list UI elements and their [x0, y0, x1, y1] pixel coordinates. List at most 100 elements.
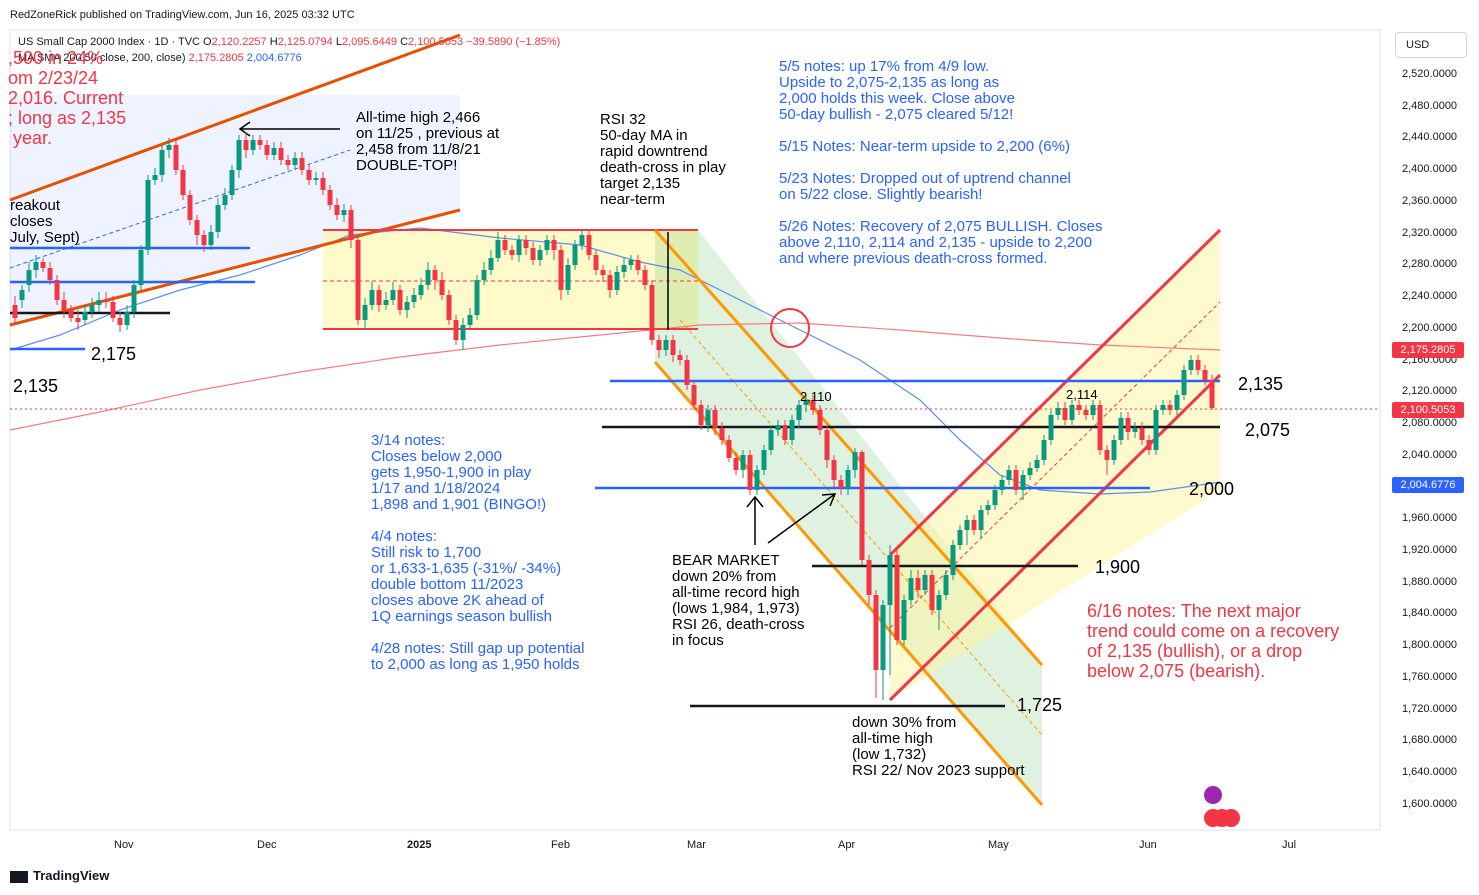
candle-body: [460, 325, 466, 340]
candle-body: [845, 470, 851, 488]
candle-body: [817, 410, 823, 430]
candle-body: [75, 318, 81, 322]
annotation-bear-market: BEAR MARKET down 20% from all-time recor…: [672, 552, 805, 649]
tradingview-logo-icon: [10, 870, 28, 883]
bear-arrow-1-head: [746, 495, 764, 508]
range-box-fill: [323, 230, 698, 329]
x-tick-label: 2025: [407, 839, 432, 851]
candle-body: [271, 148, 277, 155]
y-tick-label: 1,960.0000: [1402, 512, 1458, 525]
candle-body: [922, 575, 928, 590]
tradingview-logo[interactable]: TradingView: [10, 868, 109, 883]
candle-body: [397, 290, 403, 310]
annotation-4-28: 4/28 notes: Still gap up potential to 2,…: [371, 640, 585, 673]
candle-body: [1027, 468, 1033, 475]
candle-body: [544, 240, 550, 250]
y-tick-label: 2,200.0000: [1402, 321, 1458, 334]
annotation-5-23: 5/23 Notes: Dropped out of uptrend chann…: [779, 170, 1071, 203]
last-price-label: 2,100.5053: [1392, 402, 1464, 418]
candle-body: [117, 318, 123, 325]
candle-body: [495, 240, 501, 258]
candle-body: [355, 240, 361, 320]
candle-body: [152, 175, 158, 180]
up-channel-mid: [889, 301, 1221, 629]
candle-body: [719, 428, 725, 440]
candle-body: [61, 300, 67, 310]
candle-body: [565, 265, 571, 290]
y-tick-label: 2,480.0000: [1402, 99, 1458, 112]
candle-body: [1076, 405, 1082, 410]
change-value: −39.5890 (−1.85%): [466, 36, 561, 48]
candle-body: [327, 190, 333, 205]
candle-body: [187, 195, 193, 220]
uptrend-channel-fill: [10, 95, 460, 325]
candle-body: [1188, 360, 1194, 370]
channel-top-orange: [9, 33, 461, 202]
level-label-1725: 1,725: [1017, 695, 1063, 715]
candle-body: [1160, 405, 1166, 410]
annotation-breakout: reakout closes July, Sept): [10, 197, 80, 246]
candle-body: [40, 262, 46, 268]
candle-body: [586, 235, 592, 255]
candle-body: [915, 578, 921, 590]
candle-body: [670, 340, 676, 355]
y-tick-label: 2,240.0000: [1402, 290, 1458, 303]
candle-body: [656, 340, 662, 350]
y-tick-label: 2,040.0000: [1402, 448, 1458, 461]
candle-body: [516, 240, 522, 255]
level-label-2135-right: 2,135: [1238, 374, 1284, 394]
y-tick-label: 2,080.0000: [1402, 417, 1458, 430]
candle-body: [985, 505, 991, 510]
candle-body: [481, 270, 487, 280]
candle-body: [1153, 410, 1159, 450]
candle-body: [19, 290, 25, 300]
candle-body: [166, 145, 172, 150]
candle-body: [467, 315, 473, 325]
candle-body: [1006, 470, 1012, 480]
level-label-2114: 2,114: [1066, 387, 1098, 402]
low-value: 2,095.6449: [341, 36, 397, 48]
candle-body: [1034, 460, 1040, 468]
lightning-icon: [1204, 786, 1222, 804]
x-tick-label: Jul: [1282, 839, 1297, 851]
candle-body: [803, 400, 809, 405]
candle-body: [348, 210, 354, 240]
y-tick-label: 2,440.0000: [1402, 131, 1458, 144]
candle-body: [642, 270, 648, 285]
candle-body: [754, 470, 760, 490]
candle-body: [663, 340, 669, 350]
candle-body: [1125, 418, 1131, 432]
candle-body: [747, 455, 753, 490]
candle-body: [635, 260, 641, 270]
candle-body: [1097, 405, 1103, 450]
candle-body: [740, 455, 746, 470]
flag-icon: [1222, 809, 1240, 827]
currency-button[interactable]: USD: [1395, 32, 1467, 58]
candle-body: [124, 312, 130, 325]
candle-body: [1181, 370, 1187, 395]
ma200-price-label: 2,175.2805: [1392, 342, 1464, 358]
close-value: 2,100.5053: [408, 36, 464, 48]
candle-body: [26, 270, 32, 285]
annotation-3-14: 3/14 notes: Closes below 2,000 gets 1,95…: [371, 432, 547, 513]
candle-body: [978, 510, 984, 530]
candle-body: [761, 450, 767, 470]
level-label-2175: 2,175: [91, 344, 137, 364]
candle-body: [313, 178, 319, 180]
candle-body: [943, 575, 949, 595]
x-tick-label: Mar: [687, 839, 706, 851]
x-tick-label: Nov: [114, 839, 134, 851]
symbol-name: US Small Cap 2000 Index · 1D · TVC: [18, 36, 200, 48]
candle-body: [992, 490, 998, 505]
candle-body: [684, 360, 690, 385]
level-label-2135-left: 2,135: [13, 376, 59, 396]
candle-body: [89, 305, 95, 312]
y-tick-label: 1,880.0000: [1402, 575, 1458, 588]
x-tick-label: Feb: [551, 839, 570, 851]
y-tick-label: 2,120.0000: [1402, 385, 1458, 398]
death-cross-circle: [770, 308, 810, 348]
candle-body: [691, 385, 697, 405]
candle-body: [712, 410, 718, 428]
candle-body: [138, 250, 144, 285]
